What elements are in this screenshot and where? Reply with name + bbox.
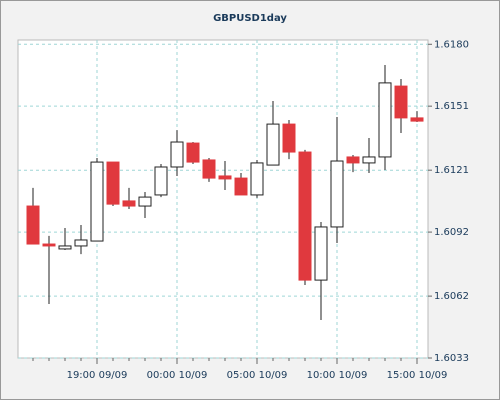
candle-body (410, 117, 424, 122)
plot-area (17, 39, 429, 359)
candle-body (378, 82, 392, 158)
candle-body (282, 123, 296, 153)
y-tick-label: 1.6033 (434, 353, 469, 364)
candle-body (74, 239, 88, 247)
candle-body (106, 161, 120, 205)
x-tick-label: 19:00 09/09 (67, 370, 128, 381)
candle-body (298, 151, 312, 281)
x-tick-label: 10:00 10/09 (307, 370, 368, 381)
candle-body (346, 156, 360, 164)
candle-body (394, 85, 408, 119)
candle-body (42, 243, 56, 247)
candle-body (202, 159, 216, 179)
chart-title: GBPUSD1day (213, 13, 287, 24)
candle-body (314, 226, 328, 281)
y-tick-label: 1.6121 (434, 165, 469, 176)
candle-body (330, 160, 344, 228)
candle-body (58, 245, 72, 250)
y-tick-label: 1.6062 (434, 291, 469, 302)
x-tick-label: 05:00 10/09 (227, 370, 288, 381)
candle-body (154, 166, 168, 196)
y-tick-label: 1.6092 (434, 227, 469, 238)
candle-body (362, 156, 376, 164)
y-tick-label: 1.6180 (434, 39, 469, 50)
candle-body (122, 200, 136, 207)
candle-body (26, 205, 40, 245)
y-tick-label: 1.6151 (434, 101, 469, 112)
candle-body (170, 141, 184, 168)
candle-body (266, 123, 280, 166)
candle-body (250, 162, 264, 196)
candle-body (186, 142, 200, 163)
candle-body (138, 196, 152, 207)
candle-body (234, 177, 248, 196)
x-tick-label: 15:00 10/09 (387, 370, 448, 381)
candle-body (218, 175, 232, 180)
candle-body (90, 161, 104, 242)
x-tick-label: 00:00 10/09 (147, 370, 208, 381)
